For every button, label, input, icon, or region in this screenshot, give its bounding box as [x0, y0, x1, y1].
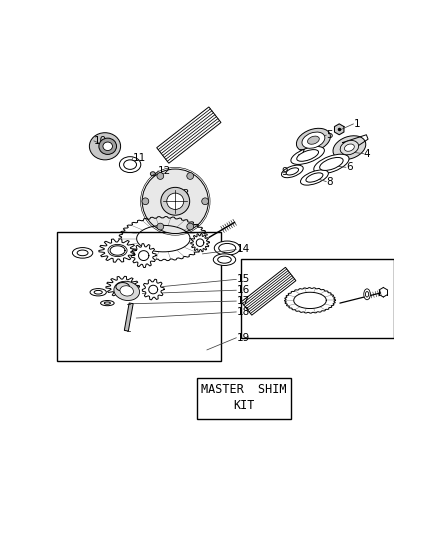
Ellipse shape — [72, 247, 93, 258]
Ellipse shape — [77, 250, 88, 256]
Text: 12: 12 — [158, 166, 172, 176]
Ellipse shape — [333, 136, 366, 159]
Circle shape — [187, 223, 194, 230]
Ellipse shape — [150, 172, 155, 176]
Text: 4: 4 — [364, 149, 370, 159]
Ellipse shape — [90, 288, 106, 296]
Ellipse shape — [161, 188, 190, 215]
Polygon shape — [106, 276, 139, 297]
Ellipse shape — [213, 254, 236, 265]
Polygon shape — [191, 233, 209, 252]
Ellipse shape — [120, 286, 134, 296]
Ellipse shape — [104, 302, 110, 304]
Ellipse shape — [99, 138, 117, 155]
Ellipse shape — [365, 292, 369, 297]
Text: 17: 17 — [237, 296, 250, 306]
Ellipse shape — [218, 256, 231, 263]
Text: 11: 11 — [133, 153, 146, 163]
Circle shape — [187, 173, 194, 180]
Bar — [197, 378, 291, 418]
Text: MASTER  SHIM: MASTER SHIM — [201, 383, 286, 396]
Bar — [124, 303, 133, 331]
Ellipse shape — [306, 173, 323, 182]
Ellipse shape — [214, 241, 240, 255]
Ellipse shape — [340, 141, 359, 155]
Polygon shape — [131, 244, 156, 268]
Ellipse shape — [344, 144, 354, 151]
Text: 10: 10 — [94, 136, 107, 146]
Bar — [241, 259, 393, 338]
Ellipse shape — [114, 281, 140, 301]
Text: 7: 7 — [298, 149, 305, 159]
Ellipse shape — [291, 147, 325, 164]
Polygon shape — [99, 239, 136, 262]
Text: 9: 9 — [282, 167, 288, 177]
Text: 19: 19 — [237, 333, 250, 343]
Ellipse shape — [142, 169, 208, 233]
Ellipse shape — [120, 157, 141, 173]
Ellipse shape — [89, 133, 120, 160]
Ellipse shape — [282, 165, 303, 177]
Ellipse shape — [302, 132, 325, 148]
Ellipse shape — [307, 136, 319, 144]
Text: 13: 13 — [177, 189, 190, 199]
Ellipse shape — [286, 168, 299, 175]
Ellipse shape — [94, 290, 102, 294]
Text: 15: 15 — [237, 274, 250, 284]
Text: 16: 16 — [237, 285, 250, 295]
Circle shape — [202, 198, 208, 205]
Ellipse shape — [300, 170, 328, 185]
Polygon shape — [142, 279, 164, 300]
Ellipse shape — [219, 244, 236, 253]
Circle shape — [142, 198, 149, 205]
Ellipse shape — [320, 157, 343, 171]
Ellipse shape — [103, 142, 113, 150]
Ellipse shape — [297, 150, 318, 161]
Ellipse shape — [314, 154, 349, 174]
Bar — [241, 268, 296, 315]
Ellipse shape — [124, 160, 137, 169]
Ellipse shape — [297, 128, 330, 152]
Circle shape — [157, 223, 164, 230]
Text: 1: 1 — [353, 119, 360, 129]
Text: 5: 5 — [326, 130, 333, 140]
Text: 18: 18 — [237, 307, 250, 317]
Ellipse shape — [167, 193, 184, 209]
Polygon shape — [335, 124, 344, 135]
Text: KIT: KIT — [233, 399, 254, 412]
Bar — [57, 232, 221, 361]
Text: 14: 14 — [237, 245, 250, 254]
Bar — [157, 107, 221, 163]
Text: 6: 6 — [346, 163, 353, 172]
Text: 8: 8 — [326, 176, 333, 187]
Ellipse shape — [108, 245, 127, 256]
Ellipse shape — [101, 301, 114, 306]
Ellipse shape — [364, 289, 370, 300]
Circle shape — [157, 173, 164, 180]
